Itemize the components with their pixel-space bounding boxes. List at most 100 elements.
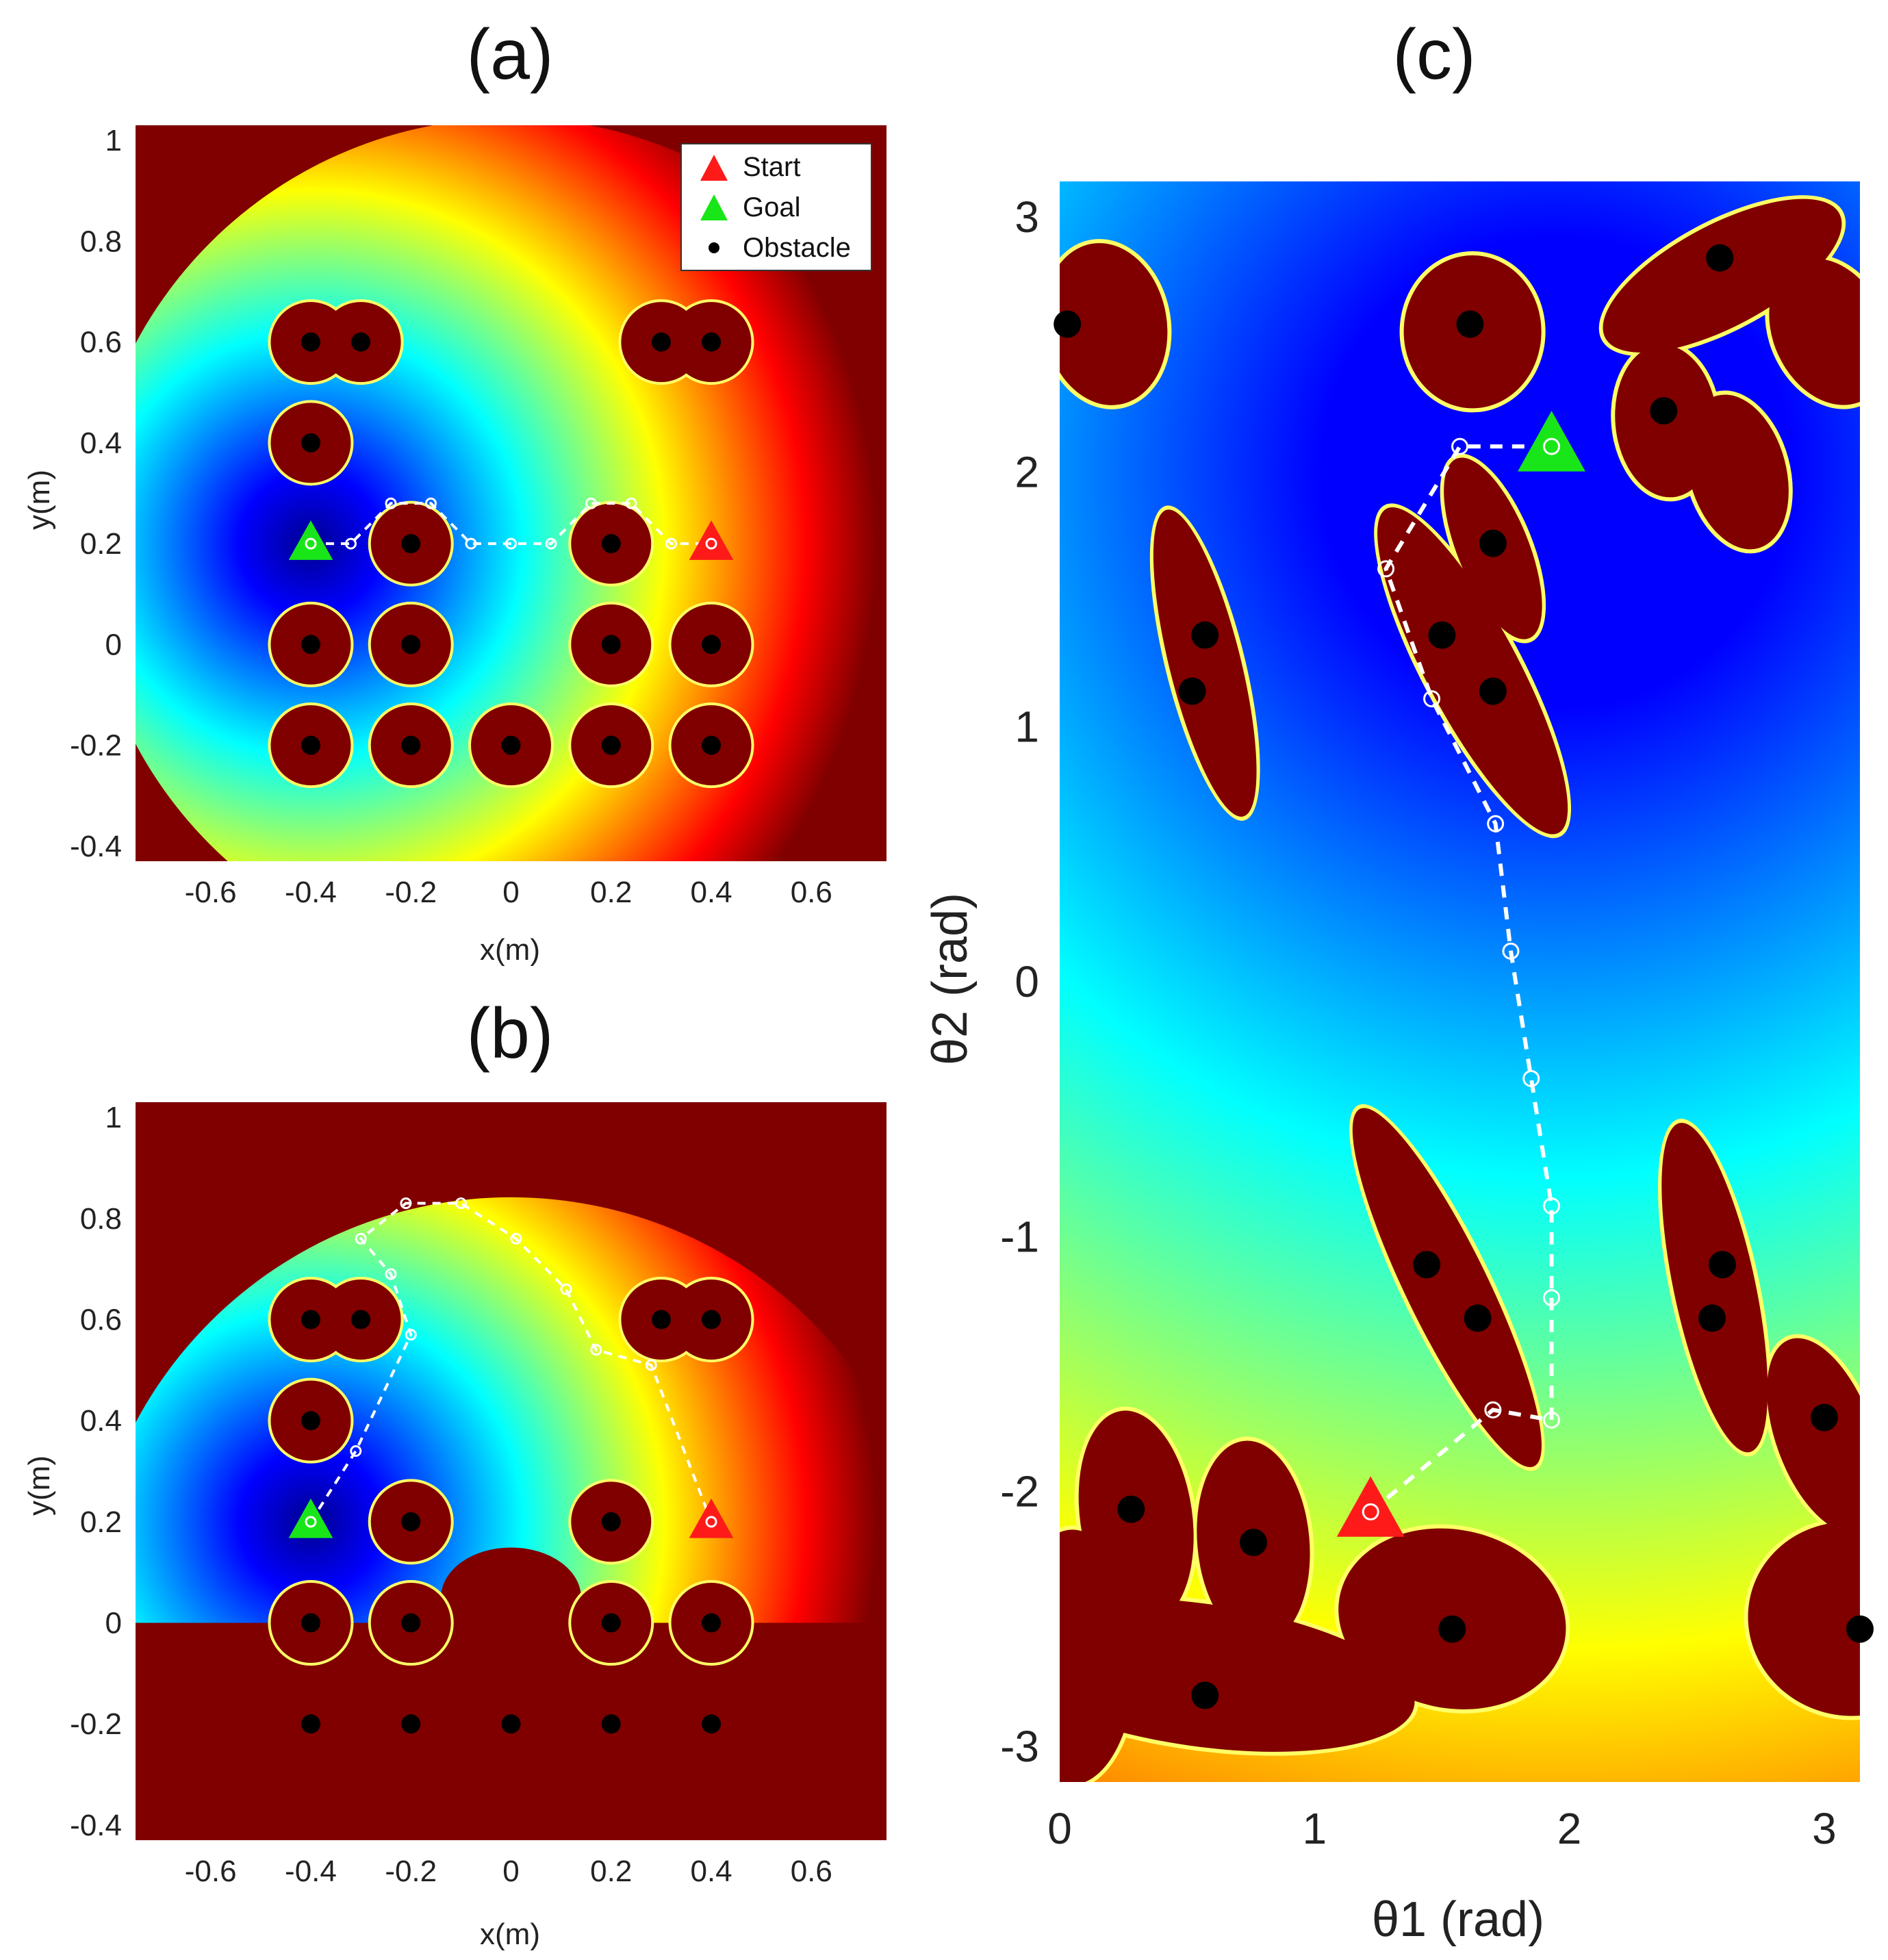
x-tick-label: 0 xyxy=(502,876,519,909)
y-tick-label: 3 xyxy=(1015,192,1039,242)
x-tick-label: -0.6 xyxy=(185,1855,237,1888)
obstacle-point xyxy=(601,534,621,554)
path-waypoint xyxy=(1423,690,1441,708)
obstacle-point xyxy=(301,1613,320,1633)
obstacle-point xyxy=(301,635,320,654)
obstacle-region xyxy=(1060,1529,1136,1782)
obstacle-region xyxy=(1352,1108,1542,1468)
panel-b-xlabel: x(m) xyxy=(480,1918,540,1951)
obstacle-point xyxy=(301,433,320,453)
obstacle-point xyxy=(601,1714,621,1734)
legend: Start Goal Obstacle xyxy=(680,143,872,271)
obstacle-point xyxy=(301,332,320,352)
goal-waypoint xyxy=(305,537,317,550)
obstacle-region xyxy=(1603,199,1842,353)
path-waypoint xyxy=(1543,1197,1561,1215)
path-waypoint xyxy=(510,1232,522,1245)
y-tick-label: 0.8 xyxy=(80,225,122,258)
obstacle-point xyxy=(1413,1251,1441,1279)
obstacle-point xyxy=(351,332,371,352)
y-tick-label: -0.2 xyxy=(70,1707,122,1741)
obstacle-point xyxy=(1054,310,1082,338)
panel-b-plot: -0.6 -0.4 -0.2 0 0.2 0.4 0.6 -0.4 -0.2 0 0.2 0.4 0.6… xyxy=(70,1101,886,1888)
panel-c-plot: 0 1 2 3 -3 -2 -1 0 1 2 3 xyxy=(1000,181,1874,1853)
legend-start-marker xyxy=(700,155,728,181)
obstacle-point xyxy=(601,735,621,755)
y-tick-label: 0.4 xyxy=(80,1404,122,1438)
obstacle-point xyxy=(1810,1403,1838,1431)
obstacle-point xyxy=(1117,1495,1145,1523)
obstacle-point xyxy=(1191,621,1219,649)
path-waypoint xyxy=(355,1232,367,1245)
x-tick-label: 2 xyxy=(1557,1804,1582,1853)
path-waypoint xyxy=(385,497,397,509)
start-marker xyxy=(689,520,734,560)
x-tick-label: 0.6 xyxy=(791,876,832,909)
path-waypoint xyxy=(1487,815,1505,832)
obstacle-point xyxy=(1479,677,1507,705)
obstacle-point xyxy=(501,735,521,755)
x-tick-label: 0 xyxy=(1047,1804,1072,1853)
start-waypoint xyxy=(705,537,717,550)
y-tick-label: 0.6 xyxy=(80,1303,122,1336)
goal-waypoint xyxy=(305,1516,317,1528)
path-waypoint xyxy=(424,497,437,509)
x-tick-label: 0.2 xyxy=(590,1855,632,1888)
obstacle-point xyxy=(501,1714,521,1734)
obstacle-point xyxy=(301,1714,320,1734)
path-waypoint xyxy=(585,497,598,509)
obstacle-region xyxy=(1769,258,1860,405)
obstacle-region xyxy=(1748,1521,1860,1716)
obstacle-point xyxy=(601,1512,621,1531)
panel-b-ylabel: y(m) xyxy=(23,1455,56,1516)
y-tick-label: 0.2 xyxy=(80,1505,122,1539)
path-waypoint xyxy=(625,497,637,509)
goal-waypoint xyxy=(1543,437,1561,455)
y-tick-label: 1 xyxy=(105,124,122,157)
obstacle-point xyxy=(301,735,320,755)
x-tick-label: 0 xyxy=(502,1855,519,1888)
obstacle-point xyxy=(401,534,421,554)
path-waypoint xyxy=(1377,560,1395,578)
path-waypoint xyxy=(1543,1289,1561,1307)
x-tick-label: -0.4 xyxy=(285,876,337,909)
obstacle-point xyxy=(702,635,722,654)
start-waypoint xyxy=(705,1516,717,1528)
obstacle-point xyxy=(301,1411,320,1431)
x-tick-label: 0.2 xyxy=(590,876,632,909)
obstacle-point xyxy=(1456,310,1484,338)
goal-marker xyxy=(288,1498,333,1538)
obstacle-region xyxy=(1661,1123,1768,1453)
path-waypoint xyxy=(560,1283,572,1295)
obstacle-point xyxy=(1479,529,1507,557)
obstacle-point xyxy=(1698,1304,1726,1332)
y-tick-label: 0.6 xyxy=(80,326,122,359)
y-tick-label: -0.4 xyxy=(70,830,122,863)
y-tick-label: -0.2 xyxy=(70,729,122,763)
plot-area xyxy=(1060,181,1860,1782)
y-tick-label: -1 xyxy=(1000,1212,1039,1261)
obstacle-point xyxy=(702,1613,722,1633)
obstacle-point xyxy=(1464,1304,1492,1332)
x-tick-label: -0.4 xyxy=(285,1855,337,1888)
obstacle-region xyxy=(1767,1338,1860,1533)
y-tick-label: 0.2 xyxy=(80,527,122,561)
x-tick-label: 0.4 xyxy=(690,876,732,909)
obstacle-point xyxy=(601,635,621,654)
obstacle-point xyxy=(1706,244,1734,272)
start-waypoint xyxy=(1362,1503,1379,1520)
obstacle-point xyxy=(1846,1615,1874,1643)
obstacle-point xyxy=(401,1714,421,1734)
path-waypoint xyxy=(455,1197,467,1210)
y-tick-label: 0 xyxy=(105,628,122,661)
obstacle-region xyxy=(1153,509,1257,817)
path-waypoint xyxy=(400,1197,412,1210)
start-marker xyxy=(689,1498,734,1538)
obstacle-point xyxy=(401,1512,421,1531)
legend-start-label: Start xyxy=(743,152,800,182)
legend-obstacle-marker xyxy=(709,242,719,253)
planned-path xyxy=(1369,444,1554,1514)
obstacle-point xyxy=(702,735,722,755)
y-tick-label: -0.4 xyxy=(70,1809,122,1842)
panel-a-title: (a) xyxy=(466,15,553,94)
